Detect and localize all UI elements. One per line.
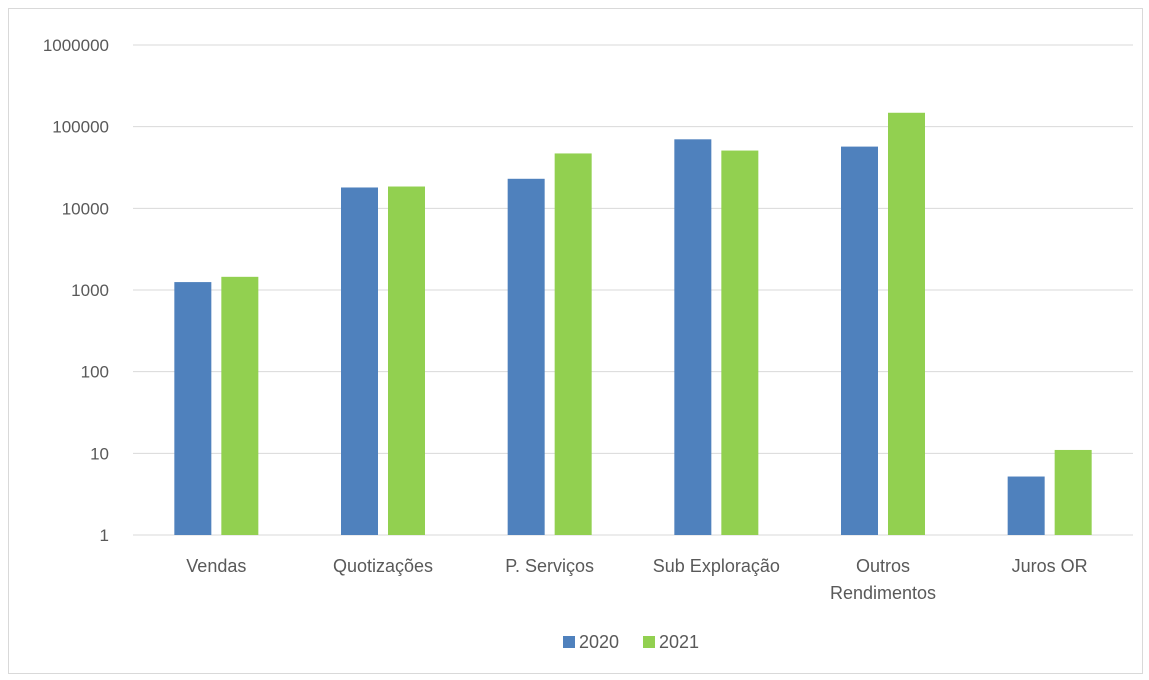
bar-2020-3 xyxy=(674,139,712,535)
y-tick-label: 10000 xyxy=(62,199,109,218)
y-tick-label: 1 xyxy=(100,526,109,545)
legend-label: 2021 xyxy=(659,632,699,652)
y-tick-label: 10 xyxy=(90,444,109,463)
x-tick-label: P. Serviços xyxy=(505,556,594,576)
x-tick-label: Juros OR xyxy=(1012,556,1088,576)
bar-2021-2 xyxy=(554,153,592,535)
legend-swatch-2021 xyxy=(643,636,655,648)
chart-frame: 1 10 100 1000 10000 100000 1000000 Vendas Quotiz… xyxy=(8,8,1143,674)
legend-label: 2020 xyxy=(579,632,619,652)
bar-2021-5 xyxy=(1054,449,1092,535)
bar-2021-0 xyxy=(221,276,259,535)
y-tick-label: 100000 xyxy=(52,118,109,137)
bar-2021-1 xyxy=(388,186,425,535)
x-tick-label: Sub Exploração xyxy=(653,556,780,576)
y-tick-label: 1000 xyxy=(71,281,109,300)
x-tick-label: Outros xyxy=(856,556,910,576)
bar-chart: 1 10 100 1000 10000 100000 1000000 Vendas Quotiz… xyxy=(43,36,1133,652)
bar-2020-0 xyxy=(174,282,212,535)
x-tick-label: Quotizações xyxy=(333,556,433,576)
x-tick-label: Vendas xyxy=(186,556,246,576)
bar-2020-2 xyxy=(507,178,545,535)
bar-2020-5 xyxy=(1007,476,1045,535)
bar-2020-1 xyxy=(341,187,378,535)
bar-2021-4 xyxy=(888,112,925,535)
bar-2021-3 xyxy=(721,150,759,535)
bar-2020-4 xyxy=(841,146,878,535)
y-tick-label: 1000000 xyxy=(43,36,109,55)
x-tick-label: Rendimentos xyxy=(830,583,936,603)
legend-swatch-2020 xyxy=(563,636,575,648)
y-tick-label: 100 xyxy=(81,363,109,382)
